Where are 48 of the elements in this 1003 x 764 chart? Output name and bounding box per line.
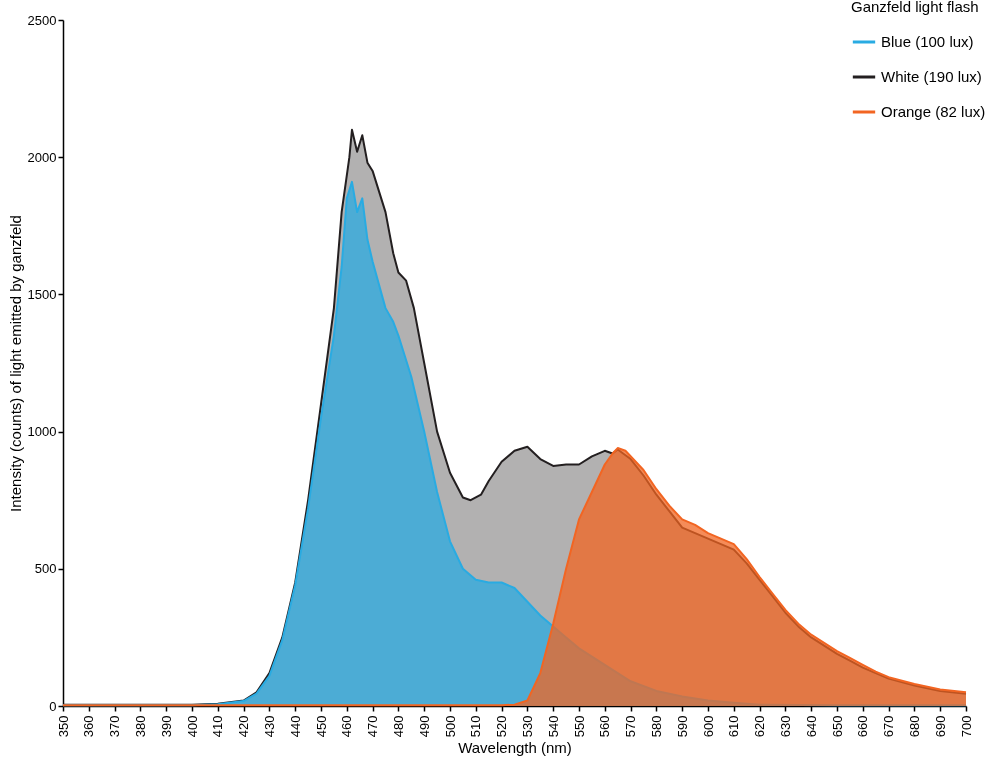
- x-tick-label: 700: [958, 715, 974, 738]
- x-tick-label: 540: [545, 715, 561, 738]
- legend-label: Orange (82 lux): [881, 103, 986, 120]
- x-tick-label: 570: [623, 715, 639, 738]
- x-tick-label: 450: [313, 715, 329, 738]
- x-tick-label: 620: [752, 715, 768, 738]
- x-tick-label: 550: [571, 715, 587, 738]
- y-tick-label: 1000: [27, 424, 57, 440]
- y-tick-label: 2000: [27, 149, 57, 165]
- x-tick-label: 430: [261, 715, 277, 738]
- x-tick-label: 480: [390, 715, 406, 738]
- x-tick-label: 610: [726, 715, 742, 738]
- x-tick-label: 470: [365, 715, 381, 738]
- x-tick-label: 500: [442, 715, 458, 738]
- x-tick-label: 410: [210, 715, 226, 738]
- x-tick-label: 490: [416, 715, 432, 738]
- y-axis-title: Intensity (counts) of light emitted by ganzfeld: [6, 215, 24, 512]
- x-tick-label: 660: [855, 715, 871, 738]
- x-tick-label: 680: [906, 715, 922, 738]
- x-tick-label: 350: [55, 715, 71, 738]
- legend-label: White (190 lux): [881, 68, 982, 85]
- x-tick-label: 630: [777, 715, 793, 738]
- x-tick-label: 380: [132, 715, 148, 738]
- legend-label: Blue (100 lux): [881, 33, 974, 50]
- x-tick-label: 460: [339, 715, 355, 738]
- x-tick-label: 420: [236, 715, 252, 738]
- x-tick-label: 360: [81, 715, 97, 738]
- x-tick-label: 650: [829, 715, 845, 738]
- y-tick-label: 500: [34, 561, 57, 577]
- y-tick-label: 0: [49, 698, 57, 714]
- x-tick-label: 520: [494, 715, 510, 738]
- x-tick-label: 670: [881, 715, 897, 738]
- x-tick-label: 390: [158, 715, 174, 738]
- x-tick-label: 580: [648, 715, 664, 738]
- x-tick-label: 400: [184, 715, 200, 738]
- y-tick-label: 2500: [27, 12, 57, 28]
- x-tick-label: 440: [287, 715, 303, 738]
- x-tick-label: 560: [597, 715, 613, 738]
- x-tick-label: 530: [519, 715, 535, 738]
- x-tick-label: 590: [674, 715, 690, 738]
- y-tick-label: 1500: [27, 286, 57, 302]
- x-axis-title: Wavelength (nm): [458, 739, 572, 757]
- legend-title: Ganzfeld light flash: [851, 0, 979, 15]
- x-tick-label: 510: [468, 715, 484, 738]
- x-tick-label: 640: [803, 715, 819, 738]
- x-tick-label: 370: [107, 715, 123, 738]
- x-tick-label: 690: [932, 715, 948, 738]
- x-tick-label: 600: [700, 715, 716, 738]
